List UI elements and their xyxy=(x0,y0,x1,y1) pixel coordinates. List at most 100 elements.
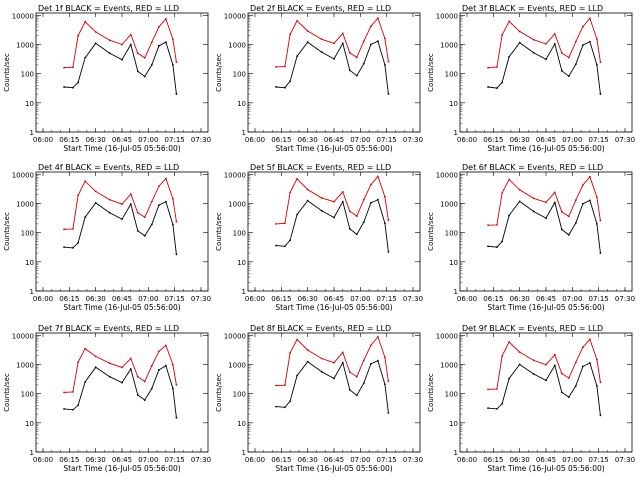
events-point xyxy=(376,359,379,362)
events-point xyxy=(376,198,379,201)
lld-point xyxy=(71,227,74,230)
lld-point xyxy=(275,222,277,225)
lld-point xyxy=(129,33,132,36)
panel-title: Det 5f BLACK = Events, RED = LLD xyxy=(250,163,391,172)
y-tick-label: 10000 xyxy=(12,171,34,179)
events-point xyxy=(289,80,292,83)
events-point xyxy=(518,363,521,366)
lld-point xyxy=(94,30,97,33)
plot-frame xyxy=(35,332,209,453)
events-point xyxy=(487,245,489,248)
lld-point xyxy=(71,66,74,69)
x-tick-label: 06:45 xyxy=(324,295,344,303)
lld-point xyxy=(362,359,365,362)
lld-point xyxy=(143,56,146,59)
events-point xyxy=(355,233,358,236)
events-point xyxy=(171,223,174,226)
lld-point xyxy=(341,32,344,35)
lld-point xyxy=(532,38,535,41)
events-point xyxy=(387,250,390,253)
events-point xyxy=(588,362,591,364)
events-point xyxy=(501,402,504,405)
series-lld-line xyxy=(488,175,601,226)
lld-point xyxy=(560,210,563,213)
y-tick-label: 100 xyxy=(233,71,246,79)
events-point xyxy=(77,404,80,407)
lld-point xyxy=(333,361,335,364)
y-tick-label: 100 xyxy=(445,391,458,399)
lld-point xyxy=(369,344,372,347)
events-point xyxy=(157,369,160,371)
events-point xyxy=(387,411,390,414)
lld-point xyxy=(599,381,602,384)
lld-point xyxy=(518,30,521,33)
events-point xyxy=(376,40,379,43)
x-tick-label: 06:15 xyxy=(271,456,291,464)
lld-point xyxy=(84,347,87,350)
lld-point xyxy=(164,344,167,347)
events-point xyxy=(369,362,372,365)
events-point xyxy=(501,81,504,84)
lld-point xyxy=(77,194,80,197)
lld-point xyxy=(63,228,65,231)
lld-point xyxy=(129,193,132,195)
lld-point xyxy=(567,215,570,218)
lld-point xyxy=(348,371,351,373)
events-point xyxy=(296,374,299,377)
events-point xyxy=(306,360,309,363)
lld-point xyxy=(560,52,563,54)
events-point xyxy=(63,86,65,88)
x-tick-label: 07:00 xyxy=(562,456,582,464)
lld-point xyxy=(77,34,80,37)
events-point xyxy=(518,200,521,203)
x-axis-label: Start Time (16-Jul-05 05:56:00) xyxy=(63,303,180,312)
series-events-line xyxy=(276,40,389,95)
lld-point xyxy=(348,51,351,54)
events-point xyxy=(94,201,97,204)
events-point xyxy=(341,42,344,45)
events-point xyxy=(362,62,365,65)
events-point xyxy=(175,93,178,95)
y-tick-label: 1000 xyxy=(440,41,458,49)
detector-panel-9: Det 9f BLACK = Events, RED = LLD 06:00 06:… xyxy=(427,324,635,473)
events-point xyxy=(567,233,570,236)
y-tick-label: 100 xyxy=(445,71,458,79)
x-tick-label: 06:00 xyxy=(33,295,53,303)
x-tick-label: 06:15 xyxy=(483,456,503,464)
lld-point xyxy=(387,60,390,63)
events-point xyxy=(77,241,80,244)
lld-point xyxy=(296,177,299,180)
y-axis-label: Counts/sec xyxy=(215,373,223,412)
events-point xyxy=(574,63,577,66)
x-tick-label: 06:15 xyxy=(59,295,79,303)
detector-panel-8: Det 8f BLACK = Events, RED = LLD 06:00 06:… xyxy=(215,324,423,473)
events-point xyxy=(501,240,504,243)
events-point xyxy=(129,368,132,370)
x-tick-label: 07:30 xyxy=(403,295,423,303)
events-point xyxy=(333,58,335,60)
panel-title: Det 1f BLACK = Events, RED = LLD xyxy=(38,4,179,13)
events-point xyxy=(164,200,167,203)
y-axis-label: Counts/sec xyxy=(427,212,435,251)
events-point xyxy=(532,51,535,54)
events-point xyxy=(333,216,335,219)
y-tick-label: 1 xyxy=(454,449,458,457)
events-point xyxy=(164,364,167,367)
series-events-line xyxy=(488,199,601,254)
lld-point xyxy=(495,388,498,390)
y-tick-label: 1000 xyxy=(16,200,34,208)
series-events-line xyxy=(64,365,177,418)
lld-point xyxy=(545,42,547,45)
lld-point xyxy=(532,197,535,200)
events-point xyxy=(495,87,498,89)
y-tick-label: 10 xyxy=(237,100,246,108)
y-tick-label: 1 xyxy=(30,449,34,457)
x-tick-label: 06:00 xyxy=(457,136,477,144)
events-point xyxy=(164,41,167,44)
events-point xyxy=(553,42,556,45)
lld-point xyxy=(333,200,335,203)
y-tick-label: 1000 xyxy=(440,200,458,208)
events-point xyxy=(355,74,358,77)
y-axis-label: Counts/sec xyxy=(427,373,435,412)
plot-frame xyxy=(459,332,633,453)
